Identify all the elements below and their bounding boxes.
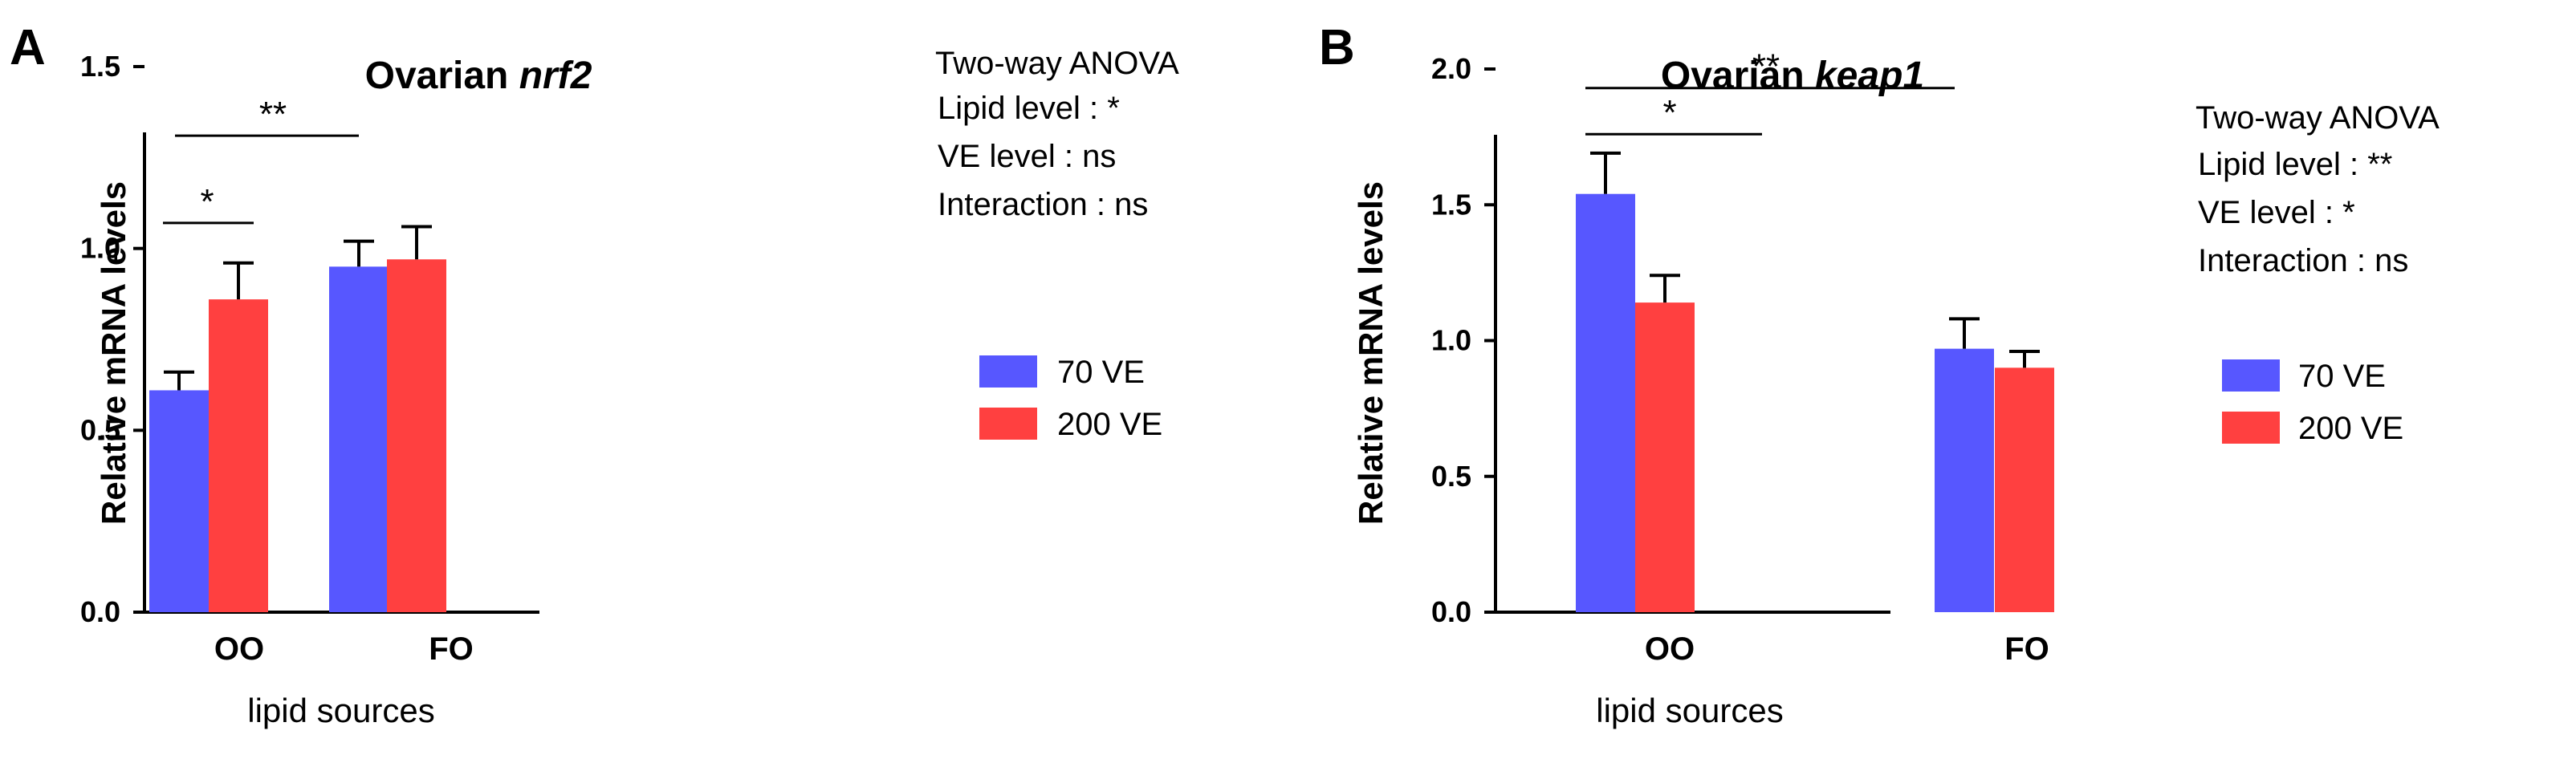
category-label-oo: OO: [214, 631, 264, 667]
y-tick-label: 0.0: [80, 595, 120, 628]
category-label-fo: FO: [2004, 631, 2049, 667]
legend-swatch-70ve: [2222, 359, 2280, 392]
bar-fo-series-2: [1995, 367, 2054, 612]
bar-oo-series-2: [1635, 302, 1695, 612]
anova-row: Interaction : ns: [2198, 243, 2408, 278]
category-label-oo: OO: [1645, 631, 1695, 667]
legend-label-70ve: 70 VE: [1057, 355, 1145, 390]
chart-title: Ovarian nrf2: [365, 55, 592, 97]
legend-label-200ve: 200 VE: [2298, 411, 2403, 446]
anova-heading: Two-way ANOVA: [2196, 100, 2440, 136]
error-bars: [164, 225, 432, 391]
anova-heading: Two-way ANOVA: [935, 46, 1179, 81]
significance-stars-lipid: **: [1752, 47, 1780, 87]
y-ticks: 0.0 0.5 1.0 1.5: [80, 50, 144, 628]
bars: [1576, 193, 2054, 612]
panel-a: A Ovarian nrf2 Relative mRNA levels lipi…: [10, 20, 1179, 729]
bar-oo-series-1: [1576, 193, 1635, 612]
y-ticks: 0.0 0.5 1.0 1.5 2.0: [1431, 52, 1496, 628]
legend: 70 VE 200 VE: [2222, 359, 2403, 446]
legend-label-200ve: 200 VE: [1057, 407, 1162, 442]
anova-row: Interaction : ns: [938, 187, 1148, 222]
y-tick-label: 1.0: [80, 232, 120, 265]
anova-summary: Two-way ANOVA Lipid level : ** VE level …: [2196, 100, 2440, 278]
bar-oo-series-1: [149, 390, 209, 612]
bar-fo-series-2: [387, 259, 446, 612]
legend-swatch-200ve: [2222, 412, 2280, 444]
title-prefix: Ovarian: [1661, 55, 1815, 97]
legend-swatch-70ve: [979, 355, 1037, 388]
title-gene: keap1: [1815, 55, 1924, 97]
significance-stars-lipid: **: [259, 95, 287, 134]
y-axis-label: Relative mRNA levels: [95, 181, 132, 525]
legend-swatch-200ve: [979, 408, 1037, 440]
error-bars: [1590, 151, 2040, 368]
legend-label-70ve: 70 VE: [2298, 359, 2386, 394]
anova-row: VE level : *: [2198, 195, 2355, 230]
x-axis-label: lipid sources: [1596, 692, 1783, 729]
y-axis-label: Relative mRNA levels: [1352, 181, 1390, 525]
x-axis-label: lipid sources: [247, 692, 434, 729]
panel-b: B Ovarian keap1 Relative mRNA levels lip…: [1319, 20, 2440, 729]
significance-star-oo: *: [200, 182, 214, 221]
anova-summary: Two-way ANOVA Lipid level : * VE level :…: [935, 46, 1179, 222]
y-tick-label: 1.0: [1431, 324, 1471, 357]
bar-oo-series-2: [209, 299, 268, 612]
y-tick-label: 2.0: [1431, 52, 1471, 85]
y-tick-label: 0.5: [80, 413, 120, 446]
y-tick-label: 1.5: [80, 50, 120, 83]
title-prefix: Ovarian: [365, 55, 519, 97]
title-gene: nrf2: [519, 55, 592, 97]
bars: [149, 259, 446, 612]
anova-row: VE level : ns: [938, 139, 1116, 174]
anova-row: Lipid level : **: [2198, 147, 2392, 182]
y-tick-label: 0.5: [1431, 460, 1471, 493]
category-label-fo: FO: [429, 631, 474, 667]
anova-row: Lipid level : *: [938, 91, 1120, 126]
legend: 70 VE 200 VE: [979, 355, 1162, 442]
y-tick-label: 0.0: [1431, 595, 1471, 628]
panel-letter-a: A: [10, 20, 46, 75]
significance-star-oo: *: [1662, 93, 1676, 132]
bar-fo-series-1: [1935, 348, 1994, 612]
panel-letter-b: B: [1319, 20, 1355, 75]
chart-title: Ovarian keap1: [1661, 55, 1924, 97]
bar-fo-series-1: [329, 266, 389, 612]
y-tick-label: 1.5: [1431, 188, 1471, 221]
